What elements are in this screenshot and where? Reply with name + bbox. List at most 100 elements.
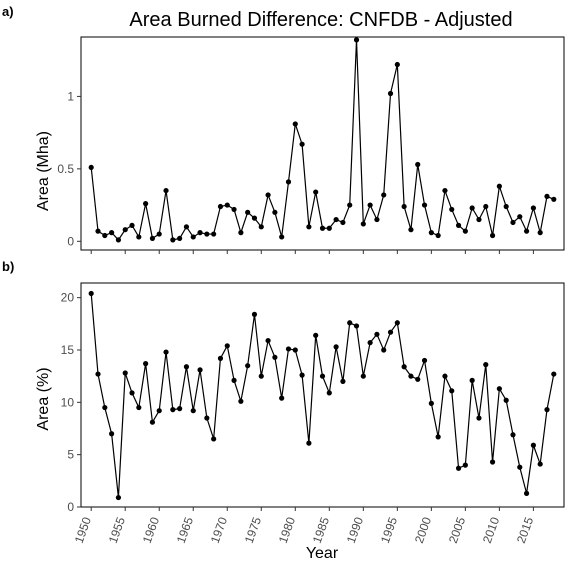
panel-a-data-point <box>469 205 475 211</box>
panel-b-data-point <box>387 329 394 335</box>
panel-b-data-point <box>102 404 108 411</box>
panel-a-data-point <box>258 224 264 230</box>
panel-a-data-point <box>530 205 536 211</box>
panel-b-y-tick-label: 20 <box>61 291 75 305</box>
panel-a-data-point <box>537 230 543 236</box>
panel-a-data-point <box>129 222 135 228</box>
panel-a-x-ticks <box>90 250 534 254</box>
panel-a-data-point <box>292 121 298 127</box>
panel-b-data-point <box>217 355 224 361</box>
panel-a-data-point <box>476 216 482 223</box>
panel-b-x-tick-label: 1975 <box>242 515 264 545</box>
panel-a-data-point <box>544 193 550 199</box>
panel-b-data-point <box>258 373 264 379</box>
panel-b-y-tick-label: 10 <box>61 395 75 409</box>
panel-a-data-point <box>136 234 142 240</box>
panel-b-x-tick-label: 1970 <box>208 515 230 545</box>
panel-b-data-point <box>469 377 475 383</box>
panel-b-data-point <box>367 340 373 346</box>
panel-a-data-point <box>551 196 557 202</box>
panel-b-data-point <box>272 354 278 360</box>
panel-a-data-point <box>109 230 115 236</box>
panel-a-data-point <box>265 192 271 198</box>
panel-b-data-point <box>265 337 271 344</box>
panel-a-data-point <box>496 183 502 189</box>
panel-b-data-point <box>449 388 455 394</box>
panel-b-data-point <box>163 349 169 355</box>
panel-a-points <box>88 37 557 243</box>
panel-b-data-point <box>421 357 428 364</box>
panel-b-data-point <box>353 323 360 329</box>
panel-a-data-point <box>211 231 217 237</box>
panel-b-data-point <box>88 290 94 297</box>
panel-a-y-tick-label: 1 <box>67 89 74 103</box>
panel-b-data-point <box>401 364 407 370</box>
panel-b-data-point <box>183 364 190 370</box>
panel-b-data-point <box>204 415 210 421</box>
panel-a-data-point <box>353 37 360 43</box>
panel-b-data-point <box>136 404 142 411</box>
panel-a-data-point <box>319 225 326 231</box>
panel-a-data-point <box>245 209 251 215</box>
panel-b-data-point <box>129 390 135 396</box>
panel-b-data-point <box>374 331 380 337</box>
panel-a-data-point <box>381 192 387 198</box>
panel-b-data-point <box>95 371 101 377</box>
panel-b-data-point <box>299 372 305 378</box>
panel-b-data-point <box>177 406 183 412</box>
panel-b-data-point <box>333 344 339 350</box>
panel-a-data-point <box>231 206 237 213</box>
panel-a: a) Area (Mha) 00.51 <box>2 4 565 254</box>
panel-a-data-point <box>428 230 434 236</box>
panel-b-x-tick-label: 1995 <box>378 515 400 545</box>
panel-b-data-point <box>156 408 162 414</box>
panel-b-data-point <box>170 407 176 413</box>
panel-a-data-point <box>421 202 428 208</box>
panel-b-data-point <box>197 367 203 373</box>
panel-b-data-point <box>462 462 468 468</box>
panel-b-data-point <box>149 419 156 425</box>
panel-a-data-point <box>333 216 339 223</box>
panel-b-data-point <box>306 440 312 446</box>
panel-a-y-axis-title: Area (Mha) <box>35 131 52 211</box>
panel-b-x-tick-label: 2010 <box>480 515 502 545</box>
panel-b-data-point <box>122 370 128 376</box>
panel-b-data-point <box>326 390 332 396</box>
panel-a-data-point <box>455 222 462 228</box>
panel-b-data-point <box>292 347 298 353</box>
panel-b-x-tick-label: 1955 <box>106 515 128 545</box>
panel-b-data-point <box>285 346 292 352</box>
panel-b-data-point <box>523 490 530 496</box>
panel-a-y-tick-label: 0 <box>67 234 74 248</box>
panel-b-data-point <box>190 408 196 414</box>
panel-b-y-tick-label: 0 <box>67 500 74 514</box>
panel-a-data-point <box>163 187 169 194</box>
panel-a-data-point <box>435 232 441 239</box>
panel-b-x-tick-label: 2005 <box>446 515 468 545</box>
panel-b-data-point <box>381 347 387 353</box>
panel-a-data-point <box>347 202 353 208</box>
panel-b-data-point <box>496 386 502 392</box>
panel-a-data-point <box>285 179 292 185</box>
panel-b-data-point <box>251 311 258 317</box>
panel-b-data-point <box>408 373 414 379</box>
panel-b-data-point <box>510 432 516 438</box>
panel-b-data-point <box>347 320 353 326</box>
panel-b-data-point <box>238 398 244 404</box>
panel-a-data-point <box>299 141 305 147</box>
panel-a-data-point <box>102 232 108 239</box>
panel-b-y-tick-label: 15 <box>61 343 75 357</box>
panel-b-x-tick-label: 1985 <box>310 515 332 545</box>
panel-a-data-point <box>149 235 156 242</box>
panel-b-data-point <box>476 415 482 421</box>
panel-b-data-point <box>544 407 550 413</box>
panel-a-data-point <box>517 214 523 220</box>
panel-a-data-point <box>251 215 258 221</box>
panel-b-data-point <box>245 363 251 369</box>
panel-a-data-point <box>340 219 346 226</box>
panel-a-y-ticks: 00.51 <box>57 89 81 248</box>
panel-a-data-point <box>360 221 366 227</box>
panel-a-data-point <box>170 237 176 243</box>
panel-b-data-point <box>340 378 346 384</box>
